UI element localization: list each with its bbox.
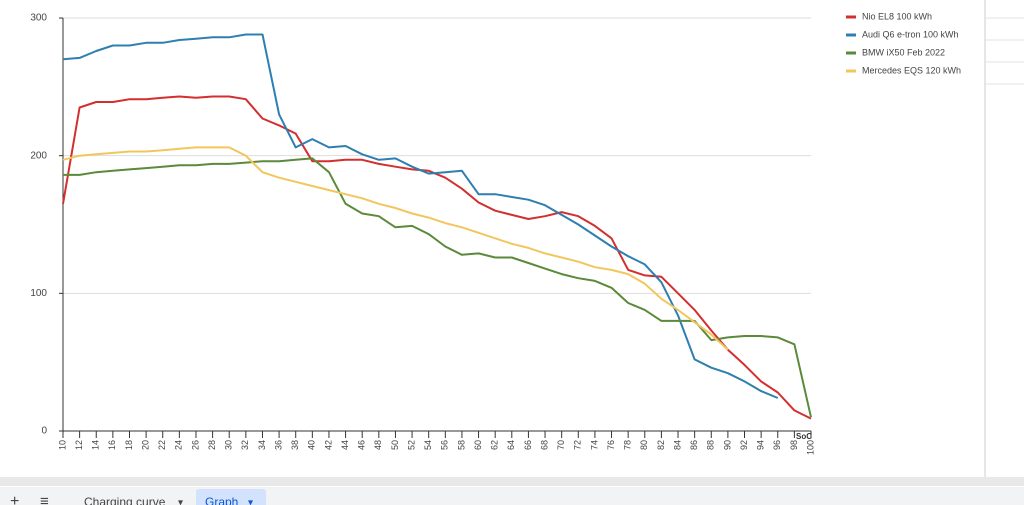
x-tick-label: 96 [772, 440, 782, 450]
x-tick-label: 56 [440, 440, 450, 450]
x-tick-label: 54 [423, 440, 433, 450]
add-sheet[interactable]: + [10, 493, 19, 505]
series-line [62, 33, 779, 399]
y-tick-label: 0 [41, 426, 47, 437]
x-tick-label: 74 [589, 440, 599, 450]
x-tick-label: 52 [406, 440, 416, 450]
x-tick-label: 86 [689, 440, 699, 450]
legend-label: BMW iX50 Feb 2022 [862, 47, 945, 57]
x-tick-label: 98 [789, 440, 799, 450]
x-tick-label: 24 [174, 440, 184, 450]
x-tick-label: 100 [805, 440, 815, 455]
scrollbar-track[interactable] [0, 477, 1024, 486]
x-tick-label: 14 [91, 440, 101, 450]
x-tick-label: 60 [473, 440, 483, 450]
x-tick-label: 28 [207, 440, 217, 450]
x-tick-label: 90 [722, 440, 732, 450]
x-tick-label: 20 [140, 440, 150, 450]
x-tick-label: 42 [323, 440, 333, 450]
x-tick-label: 44 [340, 440, 350, 450]
x-tick-label: 22 [157, 440, 167, 450]
series-line [62, 146, 729, 351]
x-tick-label: 18 [124, 440, 134, 450]
x-tick-label: 70 [556, 440, 566, 450]
x-tick-label: 12 [74, 440, 84, 450]
x-tick-label: 58 [456, 440, 466, 450]
x-tick-label: 40 [307, 440, 317, 450]
x-tick-label: 78 [623, 440, 633, 450]
x-tick-label: 62 [490, 440, 500, 450]
x-tick-label: 30 [224, 440, 234, 450]
tab-menu[interactable]: ▾ [248, 498, 253, 505]
x-tick-label: 84 [672, 440, 682, 450]
active-tab-bg[interactable] [196, 489, 266, 505]
legend-label: Mercedes EQS 120 kWh [862, 65, 961, 75]
y-tick-label: 100 [30, 288, 47, 299]
x-tick-label: 66 [523, 440, 533, 450]
x-tick-label: 34 [257, 440, 267, 450]
x-tick-label: 68 [539, 440, 549, 450]
x-tick-label: 94 [756, 440, 766, 450]
legend-label: Audi Q6 e-tron 100 kWh [862, 29, 959, 39]
tab[interactable]: Charging curve [84, 495, 166, 505]
tab-menu[interactable]: ▾ [178, 498, 183, 505]
y-tick-label: 200 [30, 150, 47, 161]
x-tick-label: 32 [240, 440, 250, 450]
series-line [62, 95, 812, 420]
all-sheets[interactable]: ≡ [40, 493, 49, 505]
x-tick-label: 76 [606, 440, 616, 450]
x-tick-label: 48 [373, 440, 383, 450]
x-tick-label: 82 [656, 440, 666, 450]
x-tick-label: 38 [290, 440, 300, 450]
x-tick-label: 50 [390, 440, 400, 450]
x-tick-label: 16 [107, 440, 117, 450]
x-axis-label: SoC [796, 432, 812, 441]
y-tick-label: 300 [30, 13, 47, 24]
x-tick-label: 92 [739, 440, 749, 450]
x-tick-label: 72 [573, 440, 583, 450]
x-tick-label: 46 [357, 440, 367, 450]
x-tick-label: 64 [506, 440, 516, 450]
legend-label: Nio EL8 100 kWh [862, 11, 932, 21]
x-tick-label: 88 [706, 440, 716, 450]
series-line [63, 157, 812, 418]
x-tick-label: 10 [57, 440, 67, 450]
x-tick-label: 36 [273, 440, 283, 450]
x-tick-label: 80 [639, 440, 649, 450]
x-tick-label: 26 [190, 440, 200, 450]
tab-active[interactable]: Graph [205, 495, 238, 505]
